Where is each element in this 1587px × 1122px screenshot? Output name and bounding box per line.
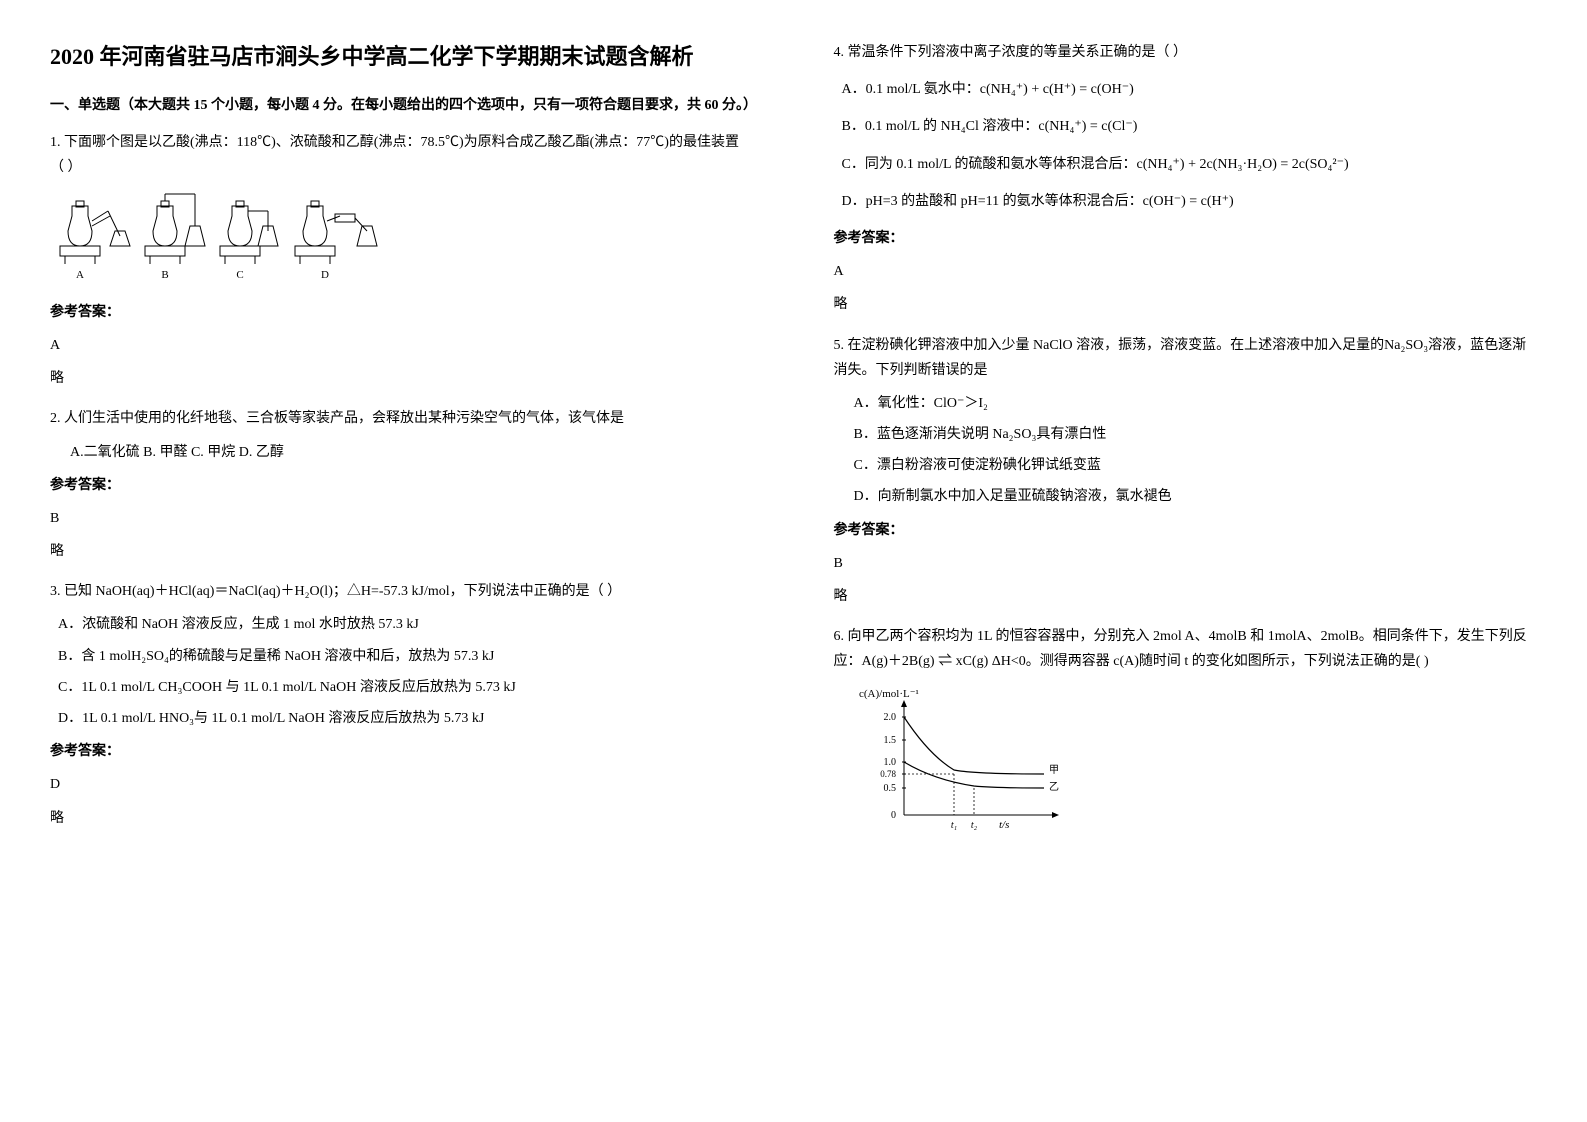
q5-option-a: A．氧化性：ClO⁻＞I₂ (854, 391, 1538, 416)
svg-text:1.5: 1.5 (883, 735, 896, 746)
q3-answer-label: 参考答案： (50, 739, 754, 764)
svg-text:0.5: 0.5 (883, 783, 896, 794)
q2-answer-label: 参考答案： (50, 473, 754, 498)
svg-text:D: D (321, 269, 329, 281)
q5-answer: B (834, 551, 1538, 576)
right-column: 4. 常温条件下列溶液中离子浓度的等量关系正确的是（ ） A．0.1 mol/L… (834, 40, 1538, 864)
svg-text:0.78: 0.78 (880, 769, 896, 779)
svg-text:1.0: 1.0 (883, 757, 896, 768)
q3-option-d: D．1L 0.1 mol/L HNO₃与 1L 0.1 mol/L NaOH 溶… (58, 706, 754, 731)
left-column: 2020 年河南省驻马店市涧头乡中学高二化学下学期期末试题含解析 一、单选题（本… (50, 40, 754, 864)
q5-answer-label: 参考答案： (834, 518, 1538, 543)
flask-apparatus-svg: A B (50, 191, 390, 281)
q4-option-c: C．同为 0.1 mol/L 的硫酸和氨水等体积混合后：c(NH₄⁺) + 2c… (842, 152, 1538, 177)
svg-text:t₂: t₂ (970, 820, 977, 831)
q4-option-b: B．0.1 mol/L 的 NH₄Cl 溶液中：c(NH₄⁺) = c(Cl⁻) (842, 114, 1538, 139)
q4-note: 略 (834, 292, 1538, 317)
q1-diagram: A B (50, 191, 754, 290)
svg-text:C: C (236, 269, 243, 281)
q4-answer: A (834, 259, 1538, 284)
document-title: 2020 年河南省驻马店市涧头乡中学高二化学下学期期末试题含解析 (50, 40, 754, 73)
svg-text:甲: 甲 (1049, 765, 1059, 776)
q3-note: 略 (50, 806, 754, 831)
section-header: 一、单选题（本大题共 15 个小题，每小题 4 分。在每小题给出的四个选项中，只… (50, 93, 754, 118)
svg-text:t/s: t/s (999, 819, 1009, 831)
q2-note: 略 (50, 539, 754, 564)
q1-text: 1. 下面哪个图是以乙酸(沸点：118℃)、浓硫酸和乙醇(沸点：78.5℃)为原… (50, 130, 754, 180)
q1-note: 略 (50, 366, 754, 391)
q3-option-a: A．浓硫酸和 NaOH 溶液反应，生成 1 mol 水时放热 57.3 kJ (58, 612, 754, 637)
q5-text: 5. 在淀粉碘化钾溶液中加入少量 NaClO 溶液，振荡，溶液变蓝。在上述溶液中… (834, 333, 1538, 383)
question-5: 5. 在淀粉碘化钾溶液中加入少量 NaClO 溶液，振荡，溶液变蓝。在上述溶液中… (834, 333, 1538, 610)
chart-ylabel: c(A)/mol·L⁻¹ (859, 688, 919, 700)
q5-option-b: B．蓝色逐渐消失说明 Na₂SO₃具有漂白性 (854, 422, 1538, 447)
question-3: 3. 已知 NaOH(aq)＋HCl(aq)＝NaCl(aq)＋H₂O(l)；△… (50, 579, 754, 831)
q1-answer: A (50, 333, 754, 358)
page-container: 2020 年河南省驻马店市涧头乡中学高二化学下学期期末试题含解析 一、单选题（本… (50, 40, 1537, 864)
q4-option-a: A．0.1 mol/L 氨水中：c(NH₄⁺) + c(H⁺) = c(OH⁻) (842, 77, 1538, 102)
question-2: 2. 人们生活中使用的化纤地毯、三合板等家装产品，会释放出某种污染空气的气体，该… (50, 406, 754, 564)
q2-answer: B (50, 506, 754, 531)
q4-answer-label: 参考答案： (834, 226, 1538, 251)
q1-answer-label: 参考答案： (50, 300, 754, 325)
question-6: 6. 向甲乙两个容积均为 1L 的恒容容器中，分别充入 2mol A、4molB… (834, 624, 1538, 854)
q3-option-c: C．1L 0.1 mol/L CH₃COOH 与 1L 0.1 mol/L Na… (58, 675, 754, 700)
q3-text: 3. 已知 NaOH(aq)＋HCl(aq)＝NaCl(aq)＋H₂O(l)；△… (50, 579, 754, 604)
svg-text:0: 0 (891, 810, 896, 821)
q5-option-d: D．向新制氯水中加入足量亚硫酸钠溶液，氯水褪色 (854, 484, 1538, 509)
q2-options: A.二氧化硫 B. 甲醛 C. 甲烷 D. 乙醇 (70, 440, 754, 465)
q4-option-d: D．pH=3 的盐酸和 pH=11 的氨水等体积混合后：c(OH⁻) = c(H… (842, 189, 1538, 214)
q2-text: 2. 人们生活中使用的化纤地毯、三合板等家装产品，会释放出某种污染空气的气体，该… (50, 406, 754, 431)
q6-text: 6. 向甲乙两个容积均为 1L 的恒容容器中，分别充入 2mol A、4molB… (834, 624, 1538, 674)
q3-answer: D (50, 772, 754, 797)
svg-text:2.0: 2.0 (883, 712, 896, 723)
question-1: 1. 下面哪个图是以乙酸(沸点：118℃)、浓硫酸和乙醇(沸点：78.5℃)为原… (50, 130, 754, 391)
concentration-chart-svg: c(A)/mol·L⁻¹ 2.0 1.5 1.0 0.78 (854, 685, 1074, 845)
q6-chart: c(A)/mol·L⁻¹ 2.0 1.5 1.0 0.78 (854, 685, 1538, 854)
q4-text: 4. 常温条件下列溶液中离子浓度的等量关系正确的是（ ） (834, 40, 1538, 65)
q5-option-c: C．漂白粉溶液可使淀粉碘化钾试纸变蓝 (854, 453, 1538, 478)
svg-text:t₁: t₁ (950, 820, 956, 831)
svg-text:A: A (76, 269, 84, 281)
q5-note: 略 (834, 584, 1538, 609)
svg-text:乙: 乙 (1049, 781, 1059, 793)
question-4: 4. 常温条件下列溶液中离子浓度的等量关系正确的是（ ） A．0.1 mol/L… (834, 40, 1538, 318)
svg-text:B: B (161, 269, 168, 281)
q3-option-b: B．含 1 molH₂SO₄的稀硫酸与足量稀 NaOH 溶液中和后，放热为 57… (58, 644, 754, 669)
